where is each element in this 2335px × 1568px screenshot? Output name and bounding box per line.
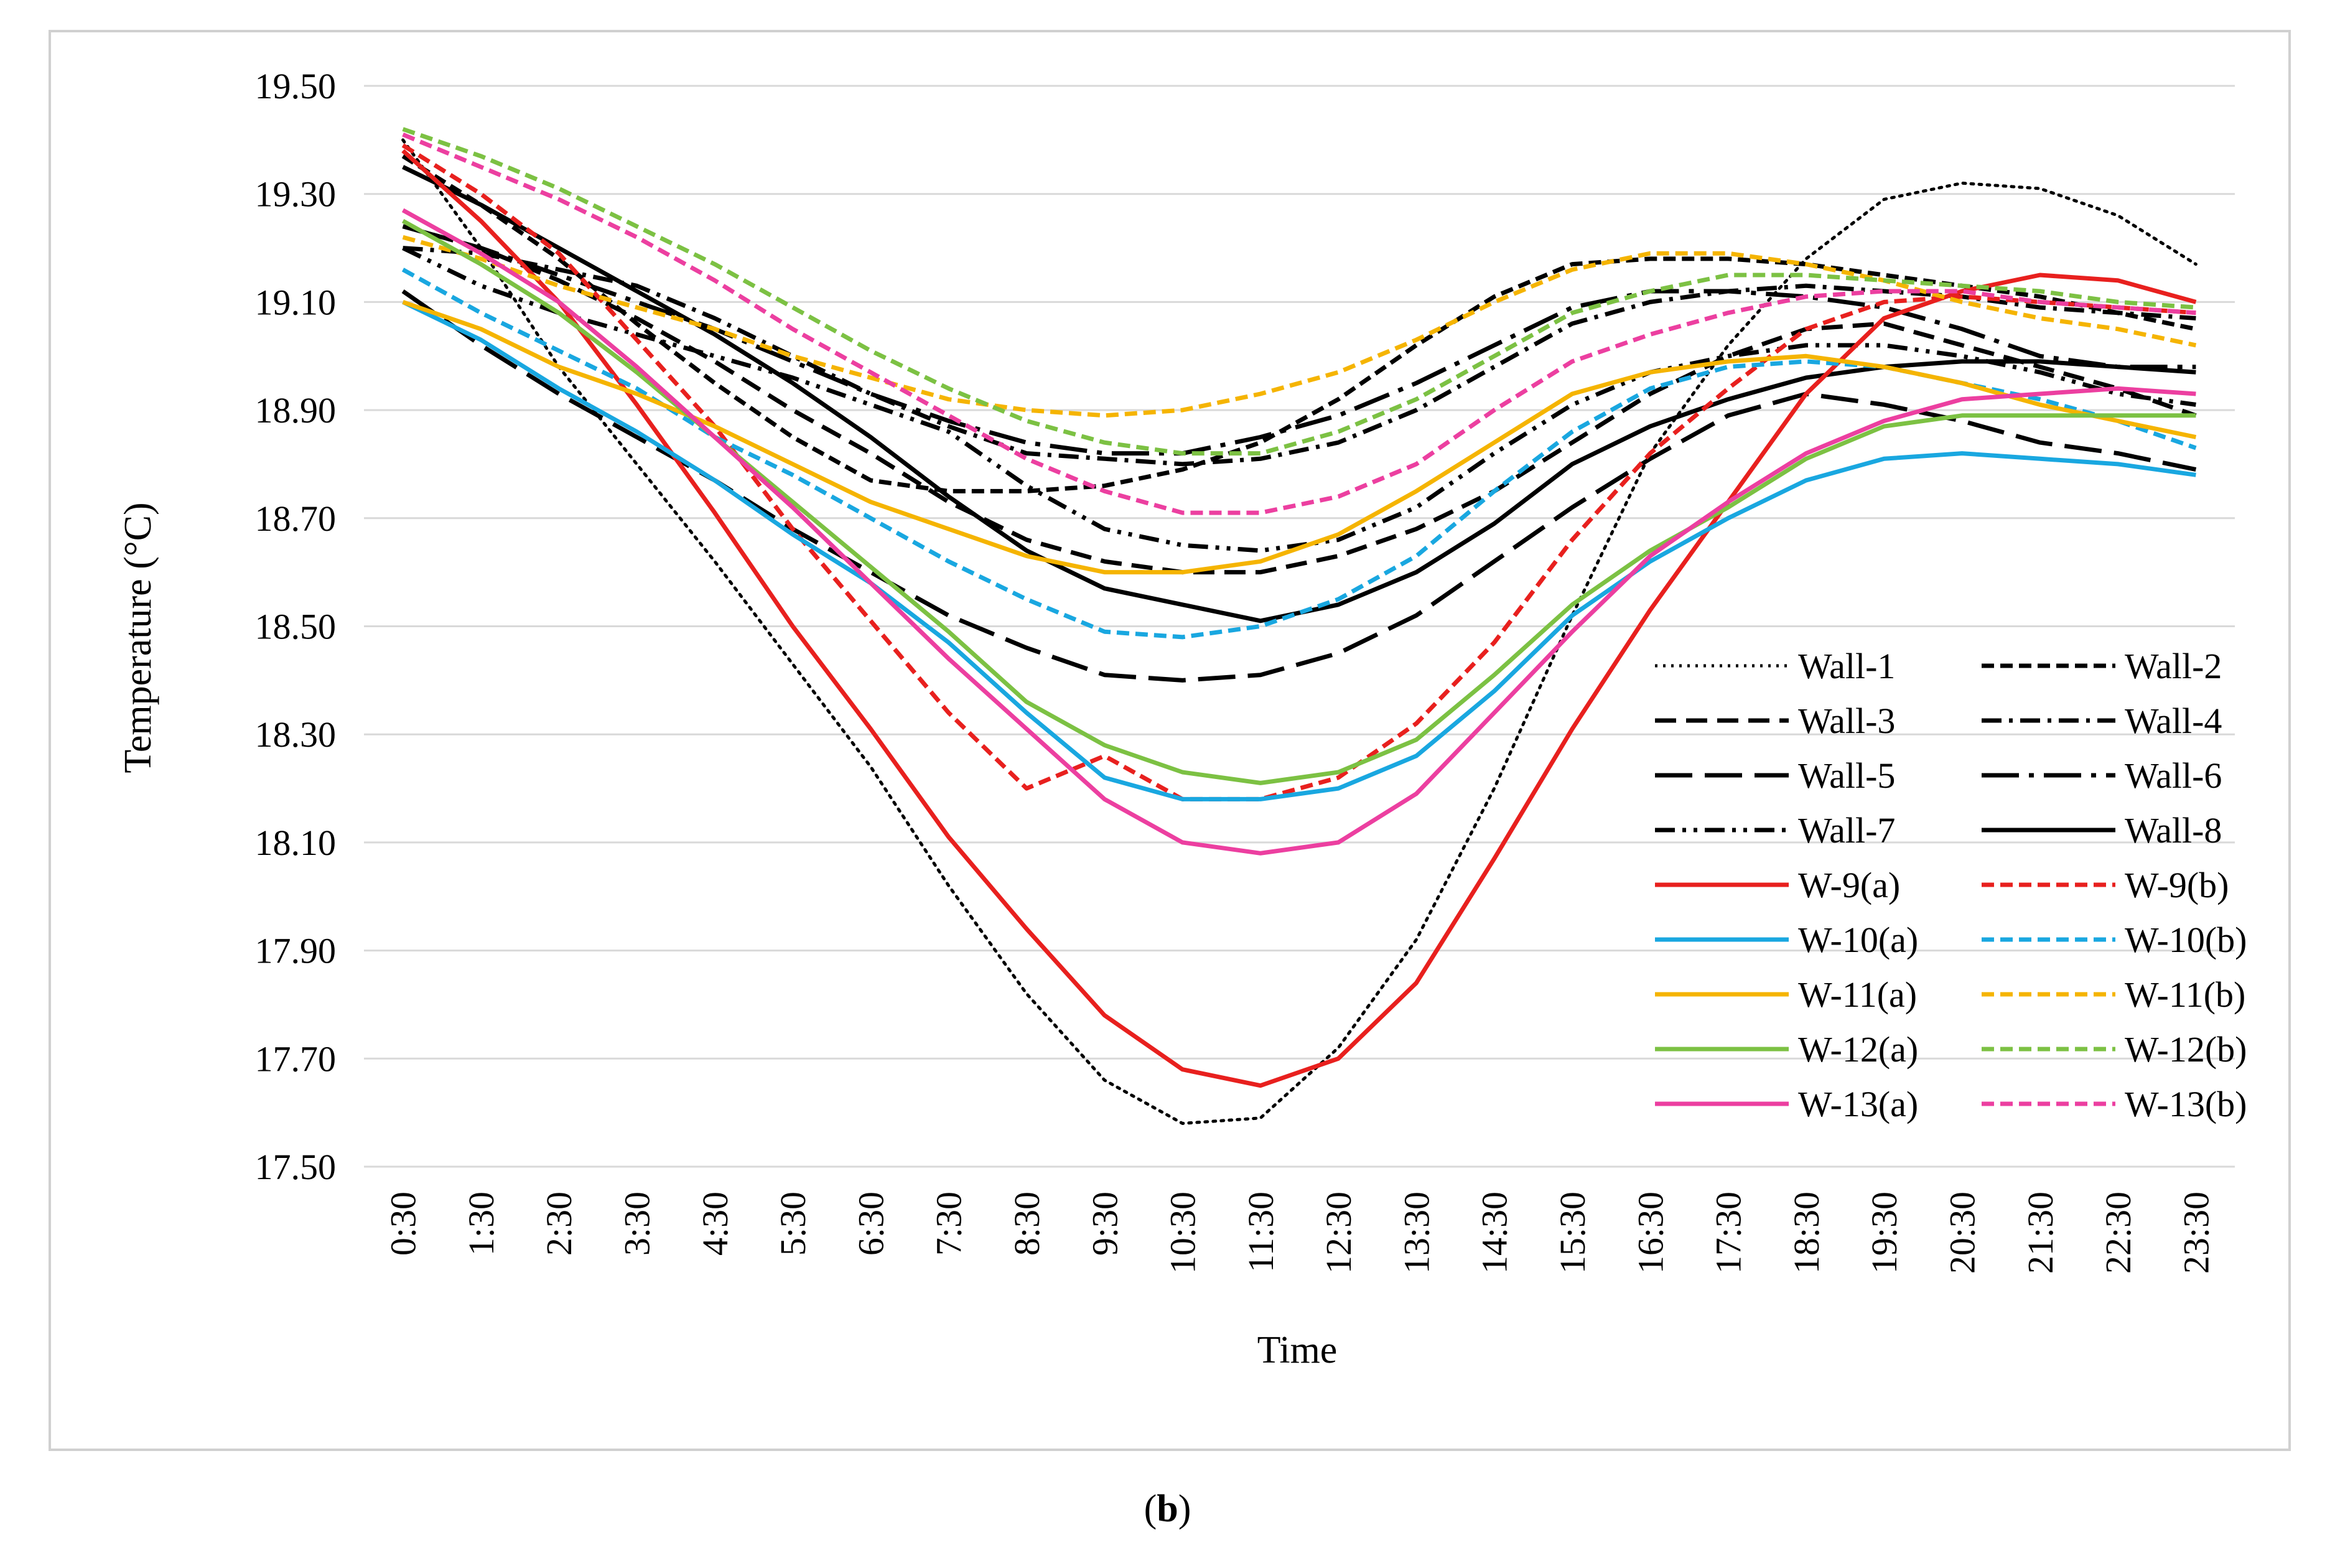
series-lines (401, 127, 2198, 1125)
x-tick-label: 11:30 (1241, 1192, 1281, 1272)
series-line-w-11-a (402, 300, 2197, 575)
legend-label: Wall-7 (1798, 810, 1895, 851)
caption-open: ( (1144, 1488, 1157, 1530)
legend-label: Wall-5 (1798, 755, 1895, 796)
y-tick-label: 18.70 (255, 498, 337, 539)
x-tick-label: 15:30 (1552, 1192, 1593, 1274)
legend-label: W-13(a) (1798, 1084, 1918, 1124)
y-tick-label: 18.30 (255, 714, 337, 755)
panel-caption: (b) (0, 1487, 2335, 1531)
x-tick-label: 10:30 (1163, 1192, 1203, 1274)
x-tick-label: 17:30 (1708, 1192, 1749, 1274)
legend-label: Wall-2 (2125, 646, 2222, 686)
series-line-wall-1 (401, 138, 2198, 1125)
y-tick-label: 19.50 (255, 66, 337, 106)
x-tick-label: 2:30 (539, 1192, 579, 1256)
legend-label: Wall-6 (2125, 755, 2222, 796)
x-tick-label: 5:30 (773, 1192, 813, 1256)
series-line-w-9-a (401, 149, 2197, 1088)
x-axis-title: Time (1257, 1329, 1338, 1371)
y-tick-label: 17.50 (255, 1147, 337, 1187)
series-line-w-11-b (402, 235, 2197, 418)
x-tick-label: 19:30 (1864, 1192, 1904, 1274)
legend-label: Wall-8 (2125, 810, 2222, 851)
legend-label: W-11(b) (2125, 974, 2245, 1015)
series-line-w-9-b (401, 143, 2196, 801)
legend: Wall-1 Wall-2 Wall-3 Wall-4 Wall-5 Wall-6 Wall… (1655, 646, 2247, 1124)
legend-label: W-12(b) (2125, 1029, 2247, 1070)
series-line-wall-8 (402, 165, 2196, 623)
x-tick-label: 22:30 (2098, 1192, 2138, 1274)
legend-label: W-12(a) (1798, 1029, 1918, 1070)
x-tick-labels: 0:30 1:30 2:30 3:30 4:30 5:30 6:30 7:30 8:30 9:30… (383, 1192, 2217, 1274)
legend-label: Wall-4 (2125, 701, 2222, 741)
x-tick-label: 1:30 (461, 1192, 501, 1256)
y-tick-label: 19.10 (255, 282, 337, 322)
legend-label: Wall-1 (1798, 646, 1895, 686)
legend-label: W-13(b) (2125, 1084, 2247, 1124)
y-axis-title: Temperature (°C) (117, 502, 159, 773)
x-tick-label: 23:30 (2176, 1192, 2216, 1274)
x-tick-label: 0:30 (383, 1192, 424, 1256)
y-tick-label: 17.70 (255, 1038, 337, 1079)
y-tick-label: 18.10 (255, 823, 337, 863)
legend-label: W-11(a) (1798, 974, 1917, 1015)
x-tick-label: 3:30 (617, 1192, 658, 1256)
y-tick-label: 17.90 (255, 931, 337, 971)
legend-label: W-10(b) (2125, 920, 2247, 960)
series-line-wall-2 (401, 154, 2197, 493)
x-tick-label: 20:30 (1942, 1192, 1982, 1274)
x-tick-label: 6:30 (851, 1192, 891, 1256)
caption-close: ) (1178, 1488, 1191, 1530)
series-line-wall-6 (402, 224, 2196, 456)
series-line-w-13-b (402, 132, 2196, 515)
legend-label: W-9(b) (2125, 865, 2229, 905)
series-line-wall-7 (402, 246, 2196, 553)
y-tick-label: 18.90 (255, 390, 337, 431)
x-tick-label: 8:30 (1007, 1192, 1047, 1256)
series-line-wall-4 (403, 246, 2196, 467)
chart-frame (49, 30, 2291, 1451)
series-line-w-13-a (401, 208, 2196, 856)
legend-label: Wall-3 (1798, 701, 1895, 741)
caption-letter: b (1157, 1488, 1178, 1530)
y-tick-labels: 17.50 17.70 17.90 18.10 18.30 18.50 18.70 18.90… (255, 66, 337, 1187)
legend-label: W-10(a) (1798, 920, 1918, 960)
x-tick-label: 12:30 (1318, 1192, 1359, 1274)
x-tick-label: 14:30 (1475, 1192, 1515, 1274)
x-tick-label: 21:30 (2020, 1192, 2061, 1274)
series-line-w-12-b (402, 127, 2196, 456)
x-tick-label: 18:30 (1786, 1192, 1827, 1274)
series-line-w-10-a (402, 300, 2196, 801)
x-tick-label: 13:30 (1396, 1192, 1437, 1274)
x-tick-label: 4:30 (695, 1192, 735, 1256)
legend-label: W-9(a) (1798, 865, 1900, 905)
y-tick-label: 19.30 (255, 174, 337, 215)
y-tick-label: 18.50 (255, 607, 337, 647)
x-tick-label: 7:30 (929, 1192, 969, 1256)
x-tick-label: 16:30 (1630, 1192, 1671, 1274)
x-tick-label: 9:30 (1084, 1192, 1125, 1256)
